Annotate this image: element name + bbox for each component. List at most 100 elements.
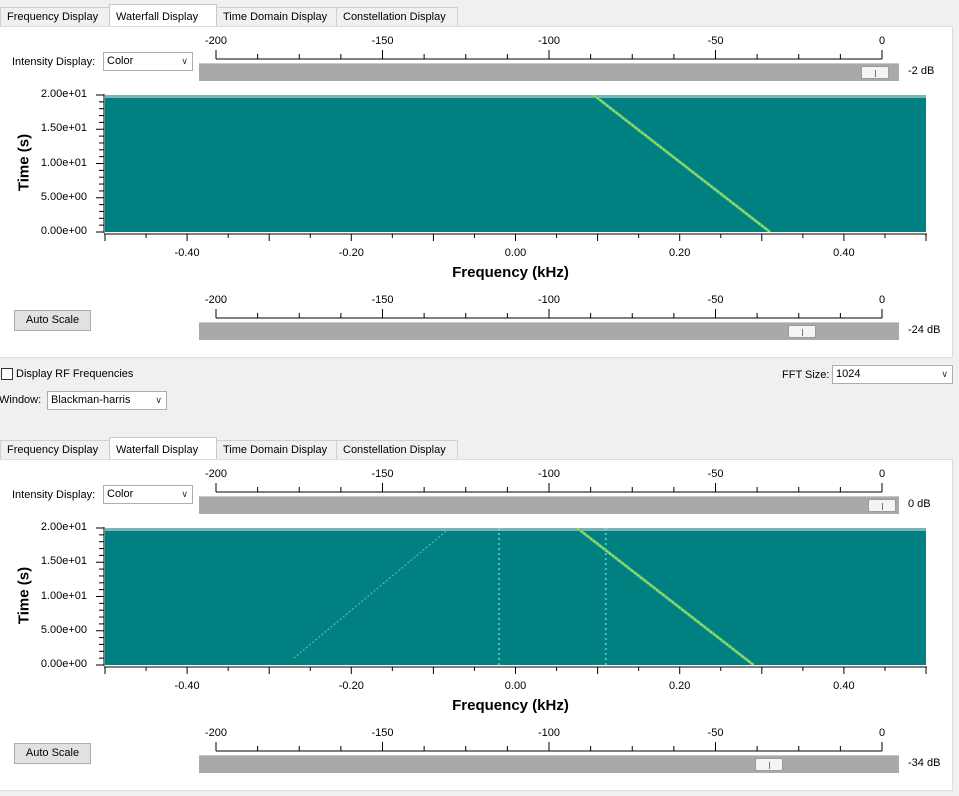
fft-size-value: 1024 <box>836 368 861 380</box>
db-scale-tick-label: -150 <box>371 35 394 47</box>
db-slider-min[interactable] <box>199 322 899 340</box>
y-tick-label: 1.00e+01 <box>40 156 87 169</box>
y-axis-title: Time (s) <box>15 133 33 191</box>
db-scale-tick-label: -100 <box>537 727 561 739</box>
intensity-display-select[interactable]: Color ∨ <box>103 485 193 504</box>
x-axis-title: Frequency (kHz) <box>452 264 569 281</box>
chevron-down-icon: ∨ <box>181 56 188 66</box>
db-scale-min: -200 -150 -100 -50 0 <box>0 294 952 321</box>
db-scale-axis-svg <box>215 742 883 752</box>
y-tick-label: 5.00e+00 <box>40 623 87 636</box>
bottom-tab-waterfall[interactable]: Waterfall Display <box>109 437 217 459</box>
intensity-display-label: Intensity Display: <box>12 489 96 501</box>
db-scale-tick-label: -50 <box>707 727 724 739</box>
db-slider-handle-min[interactable] <box>788 325 817 338</box>
rf-frequencies-label: Display RF Frequencies <box>16 368 134 380</box>
bottom-tab-bar: Frequency Display Waterfall Display Time… <box>0 437 460 461</box>
db-scale-tick-label: 0 <box>878 294 886 306</box>
x-tick-label: 0.40 <box>833 247 855 259</box>
chevron-down-icon: ∨ <box>941 369 948 379</box>
fft-size-label: FFT Size: <box>782 369 830 381</box>
top-tab-time-domain[interactable]: Time Domain Display <box>216 7 337 26</box>
bottom-tab-time-domain[interactable]: Time Domain Display <box>216 440 337 459</box>
bottom-waterfall-panel: Intensity Display: Color ∨ -200 -150 -100 -50 0… <box>0 459 953 791</box>
db-slider-handle-max[interactable] <box>868 499 896 512</box>
waterfall-plot <box>105 528 926 665</box>
intensity-display-value: Color <box>107 488 134 500</box>
fft-size-select[interactable]: 1024 ∨ <box>832 365 953 384</box>
top-tab-bar: Frequency Display Waterfall Display Time… <box>0 4 460 28</box>
db-value-label-min: -24 dB <box>908 324 941 336</box>
db-scale-tick-label: -150 <box>371 294 394 306</box>
db-slider-max[interactable] <box>199 63 899 81</box>
y-tick-label: 0.00e+00 <box>40 225 87 237</box>
db-scale-tick-label: -100 <box>537 468 561 480</box>
auto-scale-button[interactable]: Auto Scale <box>14 310 91 331</box>
db-slider-min[interactable] <box>199 755 899 773</box>
db-scale-tick-label: 0 <box>878 468 886 480</box>
db-scale-max: -200 -150 -100 -50 0 <box>0 35 952 62</box>
db-scale-max: -200 -150 -100 -50 0 <box>0 468 952 495</box>
intensity-display-label: Intensity Display: <box>12 56 96 68</box>
waterfall-trace <box>593 95 771 232</box>
x-axis <box>104 233 927 241</box>
db-scale-axis-svg <box>215 483 883 493</box>
auto-scale-button[interactable]: Auto Scale <box>14 743 91 764</box>
waterfall-faint-trace <box>293 528 451 659</box>
plot-top-edge <box>105 528 926 531</box>
rf-frequencies-checkbox[interactable] <box>1 368 13 380</box>
db-scale-min: -200 -150 -100 -50 0 <box>0 727 952 754</box>
top-tab-frequency[interactable]: Frequency Display <box>0 7 110 26</box>
x-tick-label: 0.20 <box>668 680 691 692</box>
waterfall-plot-svg <box>105 528 926 665</box>
x-tick-label: -0.20 <box>338 680 364 692</box>
y-tick-label: 1.50e+01 <box>40 555 87 568</box>
db-scale-tick-label: -100 <box>537 35 561 47</box>
db-scale-tick-label: 0 <box>878 727 886 739</box>
db-scale-tick-label: -200 <box>204 35 228 47</box>
db-scale-tick-label: -50 <box>707 294 724 306</box>
x-tick-label: -0.20 <box>338 247 364 259</box>
bottom-tab-frequency[interactable]: Frequency Display <box>0 440 110 459</box>
y-tick-label: 5.00e+00 <box>40 190 87 203</box>
x-tick-label: 0.40 <box>833 680 855 692</box>
db-scale-axis-svg <box>215 50 883 60</box>
plot-top-edge <box>105 95 926 98</box>
waterfall-trace <box>576 528 754 665</box>
x-axis <box>104 666 927 674</box>
x-tick-label: 0.20 <box>668 247 691 259</box>
db-scale-tick-label: -50 <box>707 35 724 47</box>
db-slider-max[interactable] <box>199 496 899 514</box>
y-axis <box>96 94 105 233</box>
db-scale-axis-svg <box>215 309 883 319</box>
db-scale-tick-label: -150 <box>371 727 394 739</box>
db-scale-tick-label: 0 <box>878 35 886 47</box>
window-select[interactable]: Blackman-harris ∨ <box>47 391 167 410</box>
top-tab-waterfall[interactable]: Waterfall Display <box>109 4 217 26</box>
x-tick-label: 0.00 <box>504 247 527 259</box>
y-tick-label: 2.00e+01 <box>40 521 87 533</box>
waterfall-plot <box>105 95 926 232</box>
y-tick-label: 2.00e+01 <box>40 88 87 100</box>
db-slider-handle-max[interactable] <box>861 66 890 79</box>
y-tick-label: 1.50e+01 <box>40 122 87 135</box>
chevron-down-icon: ∨ <box>181 489 188 499</box>
db-scale-tick-label: -200 <box>204 294 228 306</box>
db-scale-tick-label: -200 <box>204 468 228 480</box>
db-scale-tick-label: -50 <box>707 468 724 480</box>
intensity-display-value: Color <box>107 55 134 67</box>
y-tick-label: 1.00e+01 <box>40 589 87 602</box>
window-label: Window: <box>0 394 42 406</box>
y-axis-title: Time (s) <box>15 566 33 624</box>
top-tab-constellation[interactable]: Constellation Display <box>336 7 458 26</box>
y-tick-label: 0.00e+00 <box>40 658 87 670</box>
bottom-tab-constellation[interactable]: Constellation Display <box>336 440 458 459</box>
y-axis <box>96 527 105 666</box>
db-value-label-max: 0 dB <box>908 498 931 510</box>
intensity-display-select[interactable]: Color ∨ <box>103 52 193 71</box>
x-tick-label: -0.40 <box>174 680 200 692</box>
db-slider-handle-min[interactable] <box>754 758 783 771</box>
db-scale-tick-label: -100 <box>537 294 561 306</box>
x-axis-title: Frequency (kHz) <box>452 697 569 714</box>
db-scale-tick-label: -150 <box>371 468 394 480</box>
